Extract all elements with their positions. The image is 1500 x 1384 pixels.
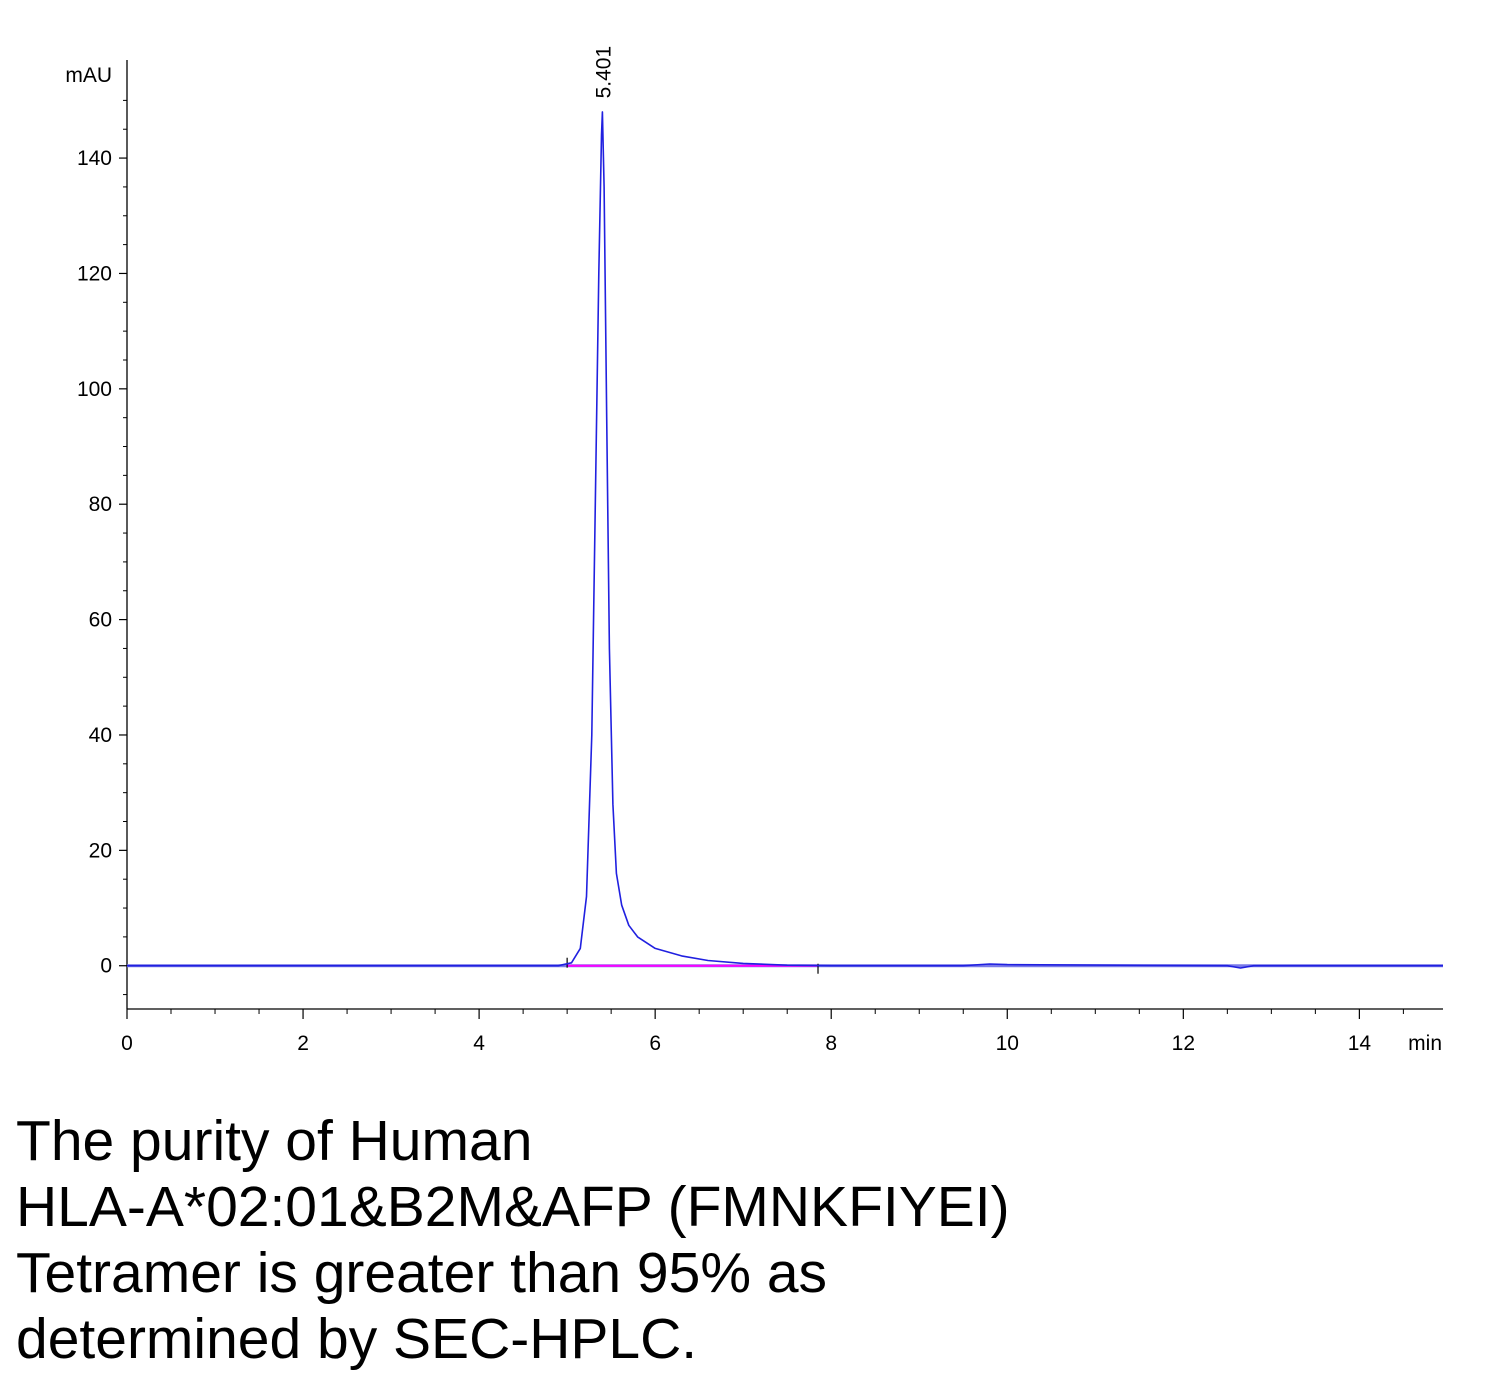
- y-tick-label: 120: [77, 262, 112, 285]
- caption-line-2: HLA-A*02:01&B2M&AFP (FMNKFIYEI): [16, 1175, 1010, 1239]
- axes: 0 20 40 60 80 100 120 140 mAU 0 2 4 6 8 10 12 14 min: [65, 60, 1443, 1055]
- caption: The purity of Human HLA-A*02:01&B2M&AFP …: [16, 1108, 1476, 1372]
- caption-line-4: determined by SEC-HPLC.: [16, 1307, 698, 1371]
- plot-marks: 5.401: [127, 46, 1443, 974]
- x-axis-label: min: [1408, 1032, 1442, 1055]
- y-tick-label: 100: [77, 378, 112, 401]
- y-tick-label: 140: [77, 147, 112, 170]
- y-tick-label: 60: [89, 609, 112, 632]
- y-tick-label: 0: [100, 955, 112, 978]
- x-tick-label: 4: [473, 1032, 485, 1055]
- x-tick-label: 6: [649, 1032, 661, 1055]
- caption-line-3: Tetramer is greater than 95% as: [16, 1241, 828, 1305]
- caption-line-1: The purity of Human: [16, 1109, 533, 1173]
- y-tick-label: 40: [89, 724, 112, 747]
- x-tick-label: 2: [297, 1032, 309, 1055]
- x-tick-label: 10: [996, 1032, 1019, 1055]
- chromatogram-chart: 0 20 40 60 80 100 120 140 mAU 0 2 4 6 8 10 12 14 min 5.40…: [65, 46, 1443, 1055]
- series-0-line: [127, 111, 1443, 969]
- y-axis-label: mAU: [65, 64, 112, 87]
- x-tick-label: 12: [1172, 1032, 1195, 1055]
- y-tick-label: 20: [89, 839, 112, 862]
- x-tick-label: 8: [825, 1032, 837, 1055]
- peak-label: 5.401: [592, 46, 615, 99]
- y-tick-label: 80: [89, 493, 112, 516]
- x-tick-label: 0: [121, 1032, 133, 1055]
- x-tick-label: 14: [1348, 1032, 1372, 1055]
